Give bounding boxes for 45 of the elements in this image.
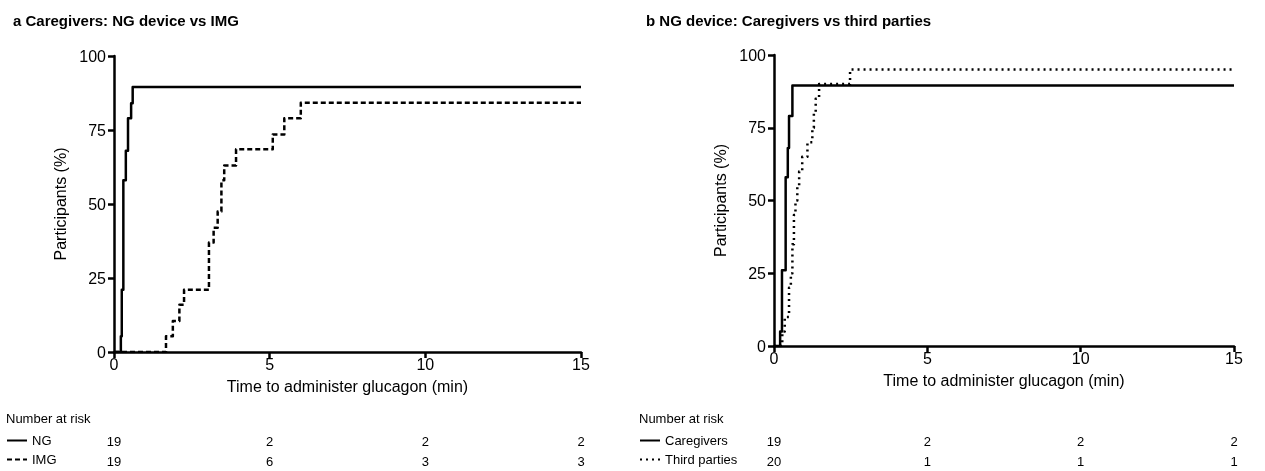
text: 1 [1229, 453, 1238, 469]
x-tick-label: 0 [769, 349, 779, 367]
x-tick-label: 5 [265, 355, 275, 373]
text: 1 [923, 453, 931, 469]
x-tick-label: 5 [922, 349, 932, 367]
y-tick-label: 100 [738, 46, 766, 64]
text: 3 [577, 453, 585, 469]
x-tick-label: 15 [572, 355, 590, 373]
x-tick-label: 15 [1224, 349, 1243, 367]
x-tick-label: 10 [416, 355, 435, 373]
y-tick-label: 25 [747, 264, 766, 282]
y-tick-label: 50 [88, 195, 107, 213]
text: 2 [421, 433, 429, 449]
text: 6 [266, 453, 274, 469]
legend-label: NG [32, 433, 52, 448]
legend-label: IMG [32, 452, 57, 467]
y-axis-title: Participants (%) [711, 144, 729, 257]
y-tick-label: 75 [88, 121, 107, 139]
text: 19 [106, 433, 122, 449]
text: 2 [577, 433, 585, 449]
text: 2 [266, 433, 274, 449]
y-tick-label: 25 [88, 269, 107, 287]
text: 20 [766, 453, 781, 469]
y-tick-label: 100 [79, 47, 107, 65]
text: Number at risk [638, 411, 724, 426]
y-tick-label: 75 [747, 119, 766, 137]
text: Number at risk [6, 411, 92, 426]
text: 2 [1076, 433, 1084, 449]
text: 2 [923, 433, 931, 449]
text: 2 [1229, 433, 1238, 449]
chart-title: b NG device: Caregivers vs third parties [645, 12, 931, 29]
text: 19 [106, 453, 122, 469]
x-axis-title: Time to administer glucagon (min) [882, 371, 1125, 389]
x-axis-title: Time to administer glucagon (min) [226, 377, 469, 395]
text: 19 [766, 433, 781, 449]
legend-label: Caregivers [664, 433, 728, 448]
y-tick-label: 0 [756, 337, 766, 355]
chart-title: a Caregivers: NG device vs IMG [13, 12, 239, 29]
text: 1 [1076, 453, 1084, 469]
text: 3 [421, 453, 429, 469]
y-axis-title: Participants (%) [51, 147, 69, 261]
y-tick-label: 50 [747, 192, 766, 209]
x-tick-label: 10 [1071, 349, 1090, 367]
legend-label: Third parties [664, 452, 738, 467]
x-tick-label: 0 [109, 355, 119, 373]
